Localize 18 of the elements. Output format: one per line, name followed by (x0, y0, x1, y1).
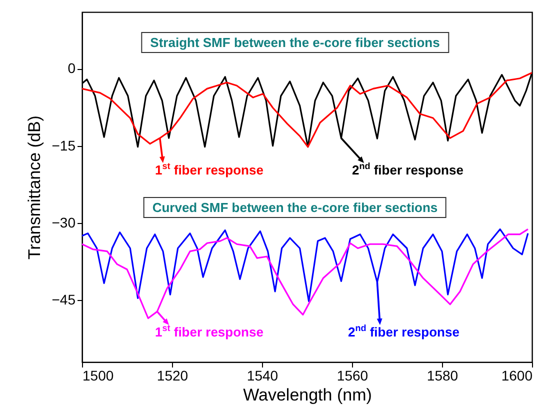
annotation: 1$^{st}$ fiber response (155, 323, 264, 340)
y-tick-label: −45 (52, 292, 76, 308)
x-tick-label: 1600 (501, 368, 533, 384)
y-axis-title: Transmittance (dB) (24, 116, 44, 260)
annotation: 2$^{nd}$ fiber response (352, 161, 464, 178)
y-tick-label: 0 (68, 60, 76, 76)
x-tick-label: 1500 (82, 368, 114, 384)
x-tick-label: 1560 (336, 368, 368, 384)
annotation: Curved SMF between the e-core fiber sections (143, 197, 447, 218)
x-tick-label: 1580 (426, 368, 458, 384)
annotation: 1$^{st}$ fiber response (155, 161, 264, 178)
annotation: 2$^{nd}$ fiber response (348, 323, 460, 340)
x-axis-title: Wavelength (nm) (243, 386, 372, 404)
y-tick-label: −15 (52, 137, 76, 154)
annotation: Straight SMF between the e-core fiber sections (141, 32, 449, 53)
y-tick-label: −30 (52, 214, 76, 231)
x-tick-label: 1520 (156, 368, 188, 384)
x-tick-label: 1540 (246, 368, 278, 384)
